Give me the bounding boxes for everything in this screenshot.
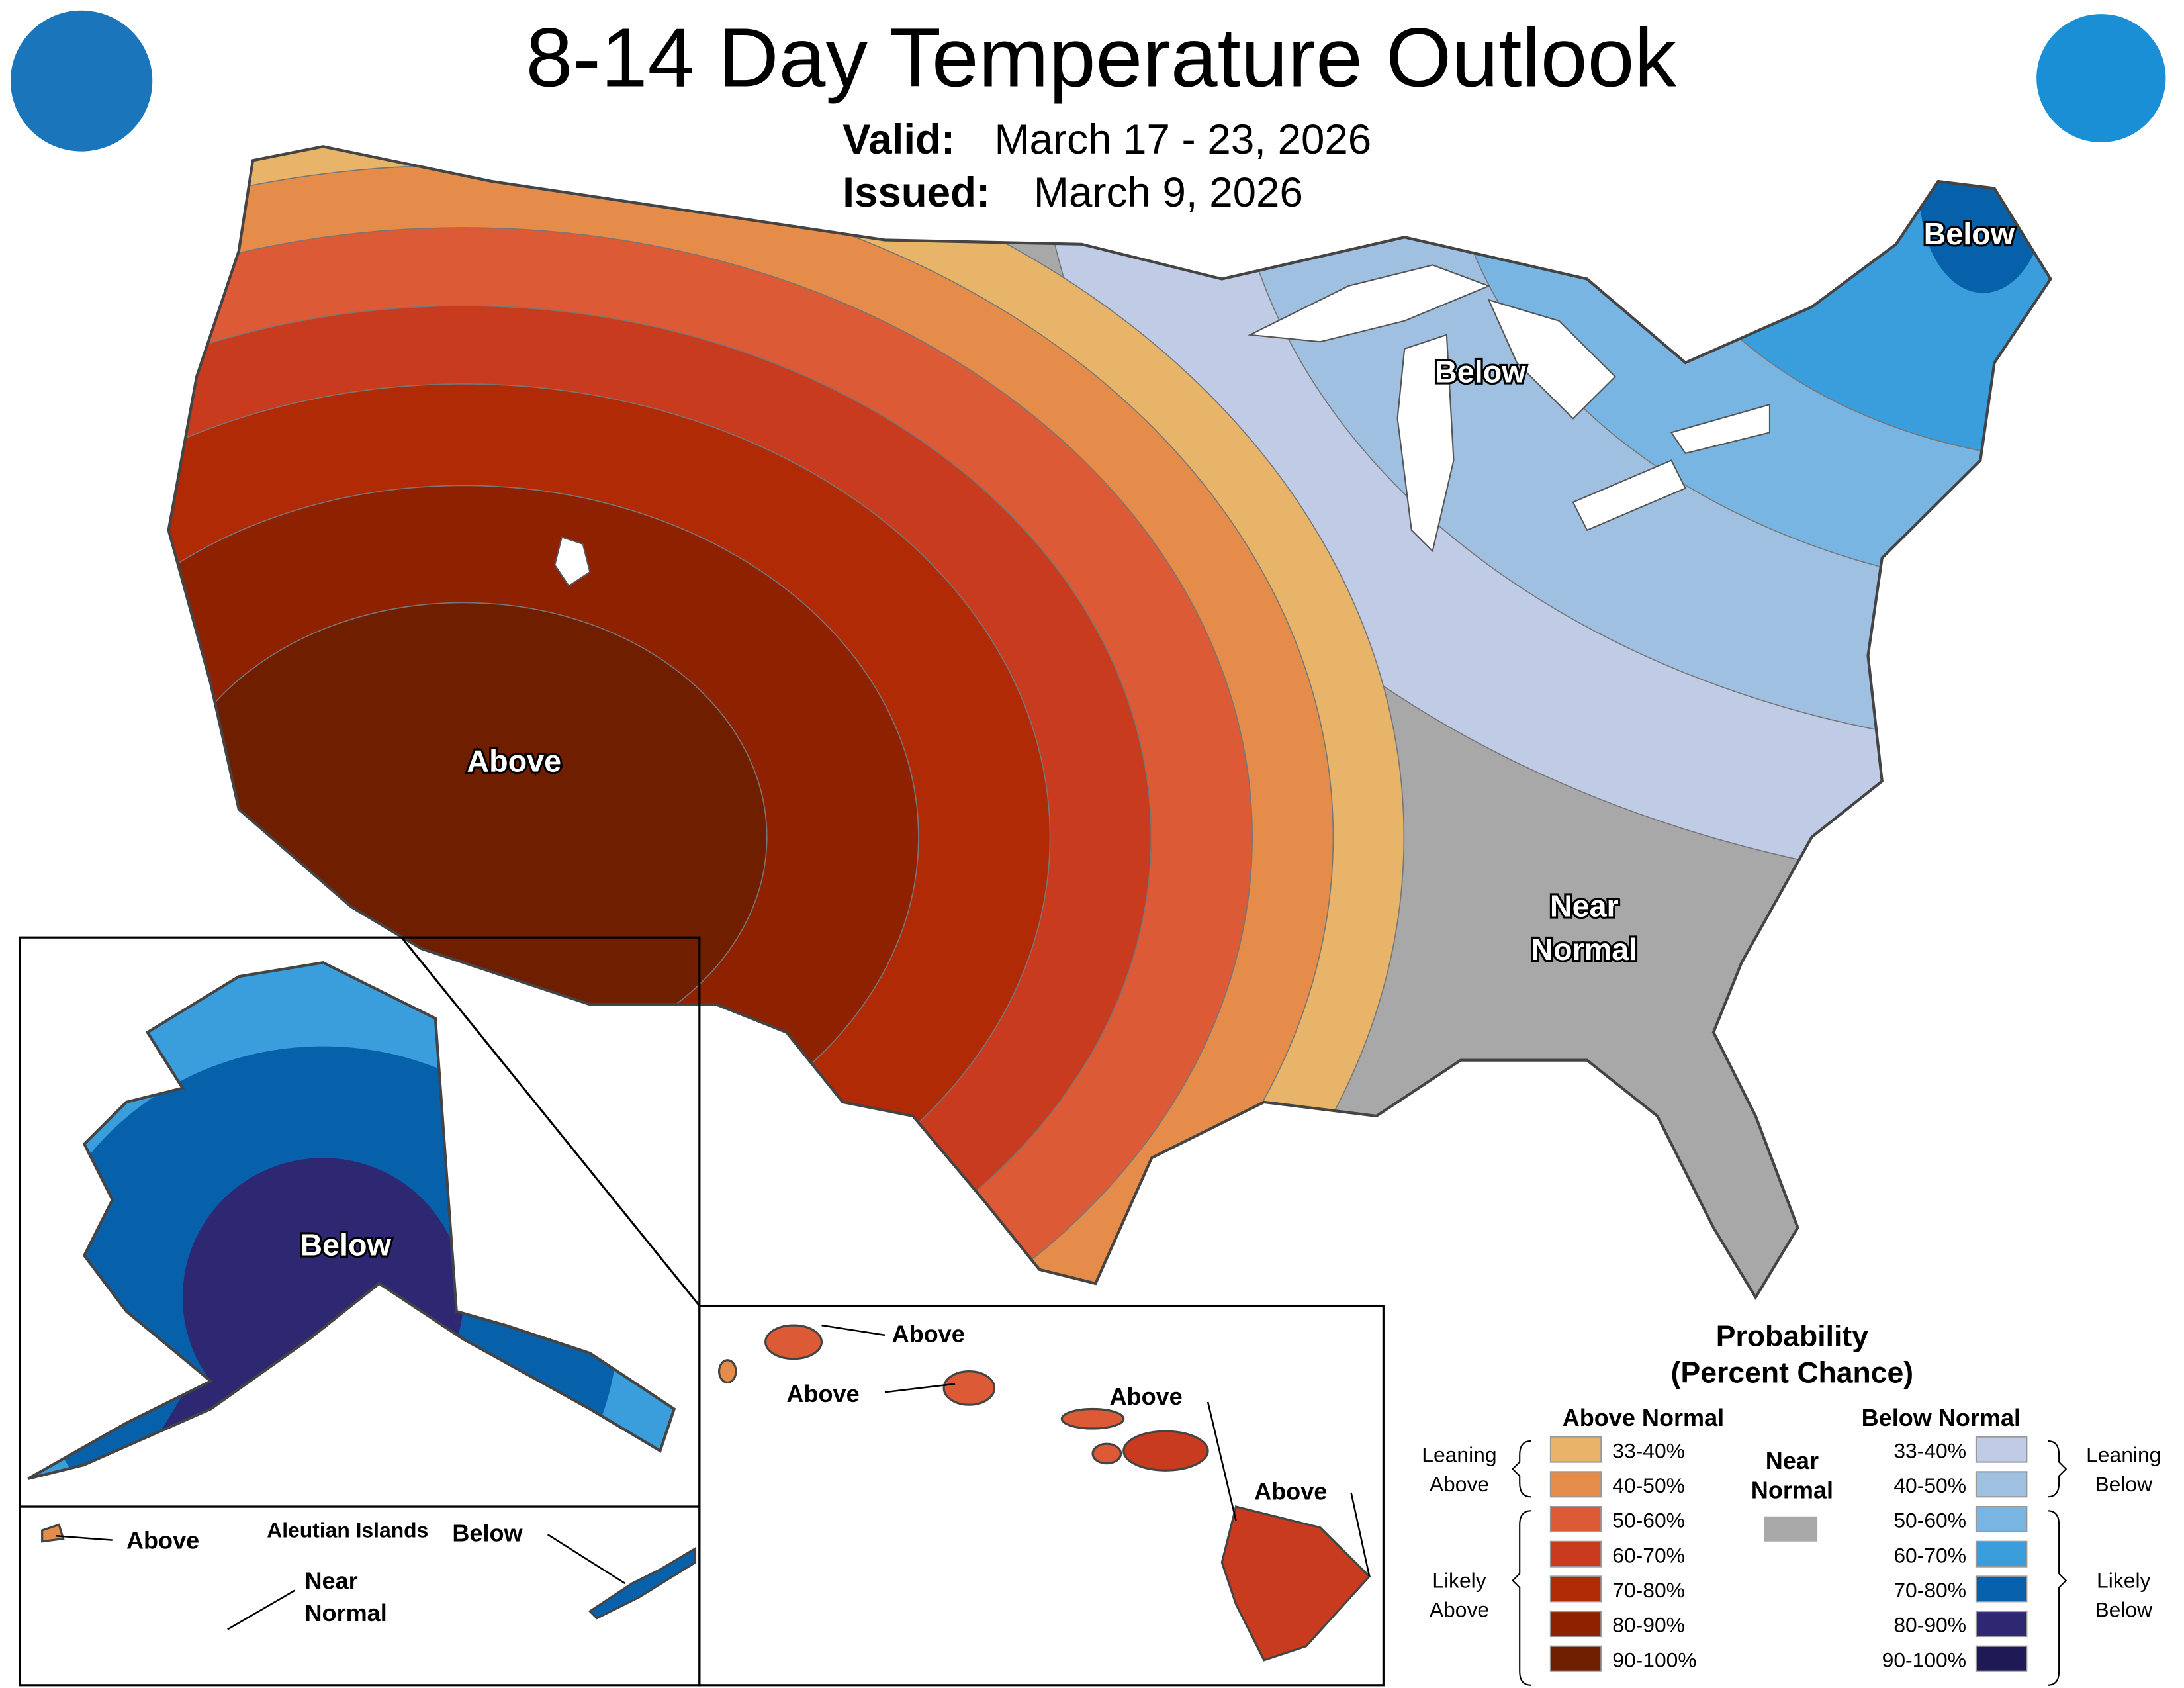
title: 8-14 Day Temperature Outlook (526, 11, 1677, 105)
region-label: Below (1924, 216, 2015, 251)
callout-lines (56, 1324, 1371, 1630)
region-label: Near (305, 1567, 358, 1594)
region-label: Below (300, 1228, 391, 1262)
below-band (140, 1227, 365, 1465)
legend-near: Normal (1751, 1477, 1833, 1504)
region-label: Above (786, 1380, 859, 1407)
below-band (1625, 146, 2051, 464)
legend-label: 40-50% (1893, 1474, 1966, 1497)
legend-header: Above Normal (1563, 1404, 1724, 1431)
region-label: Normal (305, 1599, 387, 1626)
legend-group: Likely (2097, 1568, 2151, 1592)
valid-label: Valid: (842, 117, 955, 163)
hawaii-islands (41, 1324, 1371, 1662)
legend-swatch (1764, 1516, 1818, 1542)
legend-swatch (1549, 1540, 1602, 1568)
legend-swatch (1549, 1611, 1602, 1638)
legend-swatch (1975, 1575, 2028, 1603)
legend-subtitle: (Percent Chance) (1671, 1357, 1914, 1389)
legend-swatch (1549, 1436, 1602, 1463)
region-label: Below (1435, 355, 1526, 389)
region-label: Above (126, 1526, 199, 1554)
legend-label: 33-40% (1612, 1438, 1685, 1462)
region-label: Normal (1531, 932, 1637, 966)
region-label: Below (452, 1520, 523, 1547)
legend-label: 50-60% (1612, 1509, 1685, 1532)
region-label: Above (467, 744, 561, 778)
legend-label: 50-60% (1893, 1509, 1966, 1532)
legend-label: 80-90% (1893, 1613, 1966, 1637)
legend-label: 60-70% (1612, 1543, 1685, 1567)
legend-brace (1512, 1440, 2068, 1686)
legend-title: Probability (1716, 1321, 1869, 1353)
legend-label: 33-40% (1893, 1438, 1966, 1462)
legend-swatch (1549, 1575, 1602, 1603)
legend-swatch (1549, 1505, 1602, 1533)
legend-near: Near (1766, 1447, 1819, 1474)
alaska-outline (27, 961, 676, 1480)
legend-swatch (1549, 1471, 1602, 1498)
legend-label: 80-90% (1612, 1613, 1685, 1637)
conus-outline (167, 145, 2052, 1301)
region-label: Above (1110, 1383, 1183, 1410)
inset-title: Aleutian Islands (267, 1518, 428, 1542)
great-lakes (554, 264, 1771, 587)
legend-label: 40-50% (1612, 1474, 1685, 1497)
legend-swatch (1975, 1436, 2028, 1463)
legend-group: Above (1430, 1598, 1489, 1622)
region-label: Above (892, 1320, 965, 1347)
legend-group: Leaning (1422, 1443, 1496, 1467)
noaa-logo (2036, 14, 2166, 142)
legend-group: Above (1430, 1472, 1489, 1496)
legend-header: Below Normal (1862, 1404, 2021, 1431)
legend-swatch (1975, 1471, 2028, 1498)
legend-group: Below (2095, 1472, 2152, 1496)
legend-swatch (1549, 1645, 1602, 1672)
legend-swatch (1975, 1540, 2028, 1568)
legend-group: Below (2095, 1598, 2152, 1622)
legend: Probability (Percent Chance) Above Norma… (1422, 1321, 2161, 1686)
legend-label: 70-80% (1893, 1578, 1966, 1602)
region-label: Near (1550, 889, 1619, 923)
region-label: Above (1254, 1478, 1327, 1505)
legend-label: 90-100% (1612, 1648, 1696, 1671)
legend-label: 70-80% (1612, 1578, 1685, 1602)
legend-group: Leaning (2086, 1443, 2161, 1467)
below-band (1920, 146, 2047, 293)
inset-frames (19, 936, 1385, 1687)
issued-label: Issued: (842, 169, 990, 216)
legend-label: 60-70% (1893, 1543, 1966, 1567)
issued-date: March 9, 2026 (1034, 169, 1303, 216)
legend-group: Likely (1432, 1568, 1486, 1592)
legend-swatch (1975, 1505, 2028, 1533)
commerce-seal (6, 6, 157, 156)
valid-dates: March 17 - 23, 2026 (995, 117, 1372, 163)
legend-label: 90-100% (1882, 1648, 1966, 1671)
legend-swatch (1975, 1645, 2028, 1672)
legend-swatch (1975, 1611, 2028, 1638)
